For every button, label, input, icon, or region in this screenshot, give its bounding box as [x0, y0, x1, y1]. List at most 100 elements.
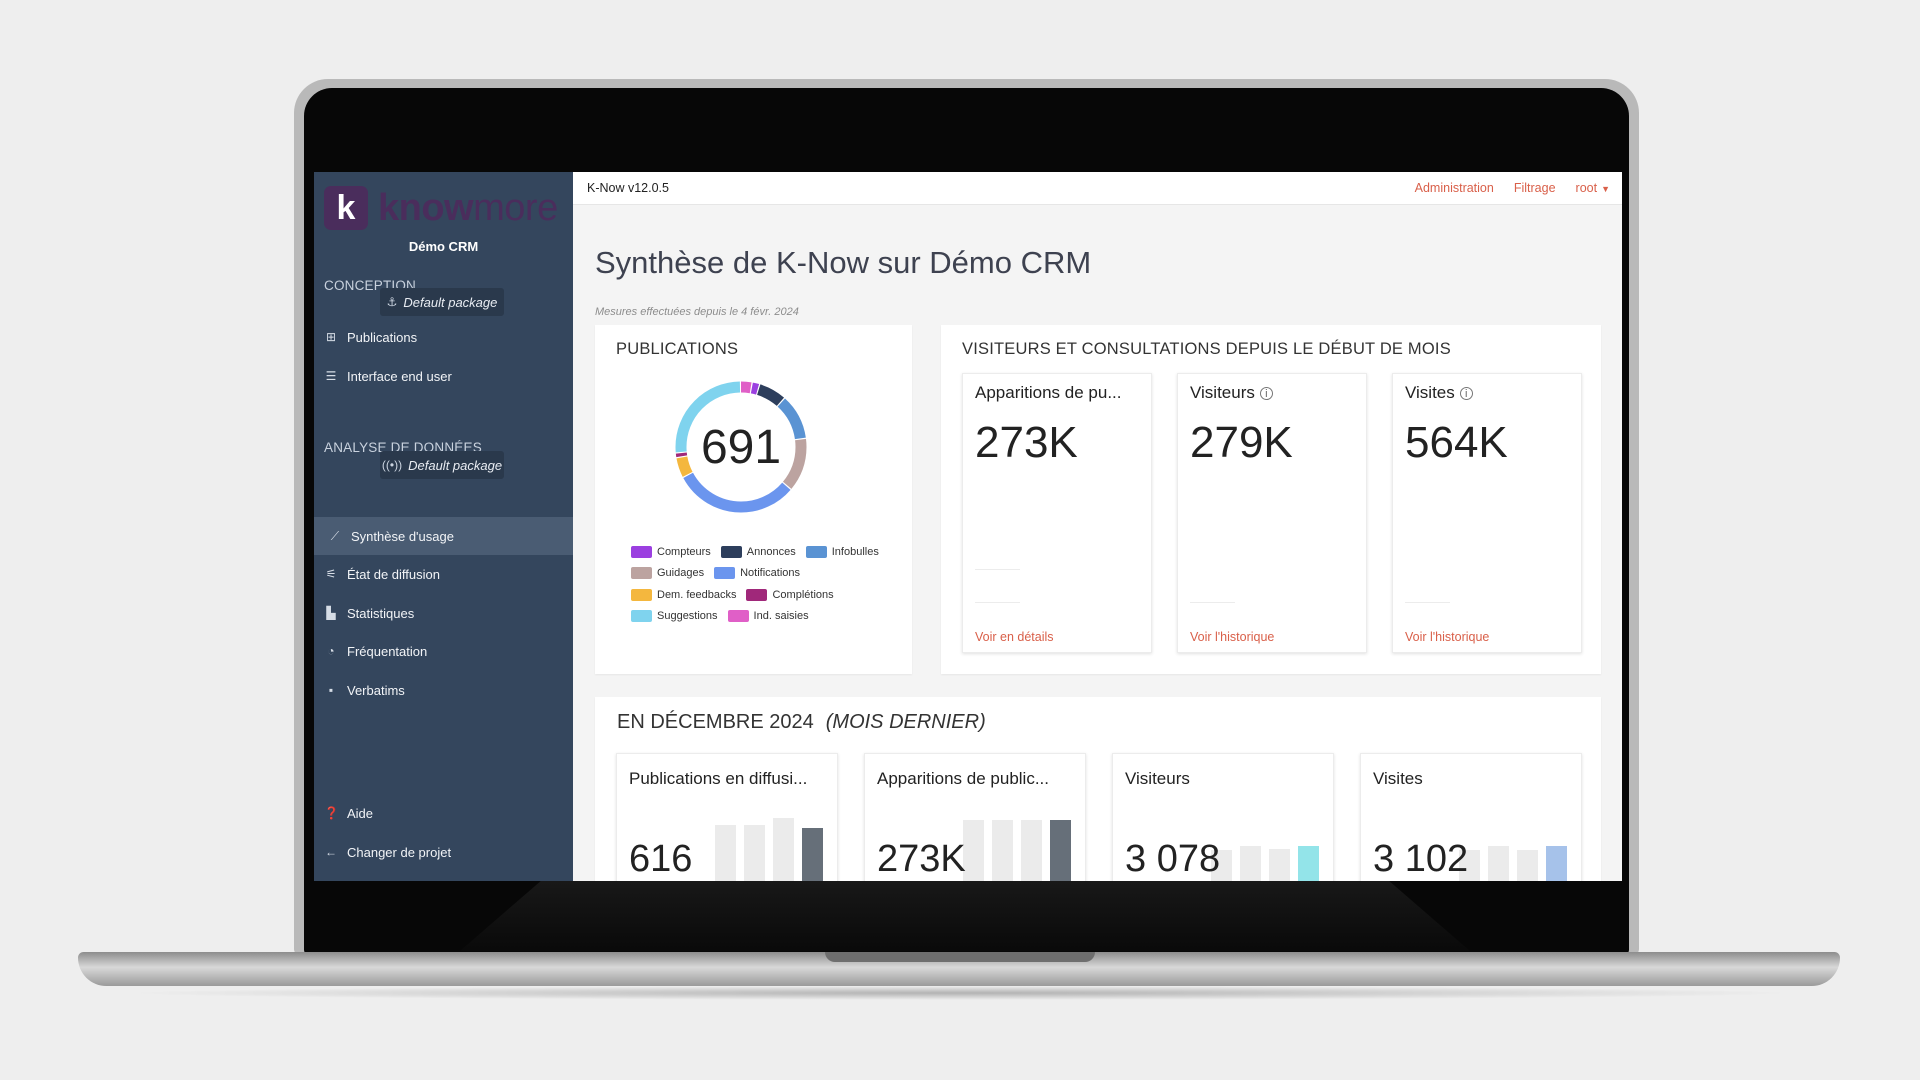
kpi-sparkline	[1190, 602, 1235, 603]
legend-swatch	[631, 545, 652, 558]
visitors-title: VISITEURS ET CONSULTATIONS DEPUIS LE DÉB…	[962, 340, 1451, 358]
sidebar-item-frequentation[interactable]: ◔ Fréquentation	[314, 632, 573, 670]
package-icon: ⚓	[386, 295, 398, 309]
voir-details-link[interactable]: Voir en détails	[975, 630, 1054, 644]
month-bar	[744, 825, 765, 881]
month-card: Publications en diffusi... 616	[616, 753, 838, 881]
legend-item[interactable]: Annonces	[720, 545, 796, 558]
kpi-title-text: Visites	[1405, 383, 1455, 402]
kpi-value: 564K	[1405, 418, 1508, 467]
logo-letter: k	[336, 188, 356, 227]
kpi-value: 273K	[975, 418, 1078, 467]
legend-swatch	[631, 567, 652, 580]
kpi-title: Visites i	[1405, 383, 1473, 403]
legend-item[interactable]: Compteurs	[631, 545, 711, 558]
month-title-text: EN DÉCEMBRE 2024	[617, 711, 814, 733]
month-card: Apparitions de public... 273K	[864, 753, 1086, 881]
legend-item[interactable]: Guidages	[631, 567, 704, 580]
sidebar-item-label: Publications	[347, 329, 418, 345]
legend-swatch	[631, 610, 652, 623]
month-bar	[802, 827, 823, 881]
top-nav: Administration Filtrage root ▼	[1415, 181, 1610, 195]
kpi-card-visites: Visites i 564K Voir l'historique	[1392, 373, 1582, 653]
month-card-value: 3 078	[1125, 838, 1221, 880]
month-panel: EN DÉCEMBRE 2024 (MOIS DERNIER) Publicati…	[595, 697, 1601, 881]
sidebar-item-interface-end-user[interactable]: ☰ Interface end user	[314, 357, 573, 395]
broadcast-icon: ((•))	[381, 458, 403, 472]
legend-item[interactable]: Suggestions	[631, 610, 718, 623]
month-card-title: Publications en diffusi...	[629, 769, 808, 788]
conception-package-selector[interactable]: ⚓ Default package	[380, 288, 504, 316]
conception-package-label: Default package	[403, 294, 498, 310]
screen: k knowmore Démo CRM CONCEPTION ⚓ Default…	[314, 172, 1622, 881]
month-bar	[1459, 850, 1480, 881]
project-name: Démo CRM	[408, 239, 479, 254]
administration-link[interactable]: Administration	[1414, 181, 1494, 195]
legend-label: Infobulles	[831, 545, 879, 558]
donut-slice-ind-saisies[interactable]	[675, 381, 807, 513]
sidebar-item-synthese-usage[interactable]: ⟋ Synthèse d'usage	[314, 517, 573, 555]
sidebar-item-verbatims[interactable]: ▪ Verbatims	[314, 671, 573, 709]
publications-legend: Compteurs Annonces Infobulles Guidages Notif…	[631, 541, 879, 627]
legend-item[interactable]: Infobulles	[805, 545, 879, 558]
legend-swatch	[805, 545, 827, 558]
month-card-bars	[1459, 814, 1569, 881]
voir-historique-link[interactable]: Voir l'historique	[1405, 630, 1490, 644]
publications-panel: PUBLICATIONS 691 Compteurs Annonces Infobu…	[595, 325, 912, 674]
legend-row: Dem. feedbacks Complétions	[631, 584, 861, 606]
legend-item[interactable]: Complétions	[746, 588, 834, 601]
legend-label: Complétions	[772, 588, 834, 601]
user-menu[interactable]: root ▼	[1576, 181, 1610, 195]
legend-label: Suggestions	[657, 610, 718, 623]
legend-label: Dem. feedbacks	[657, 588, 737, 601]
month-card: Visites 3 102	[1360, 753, 1582, 881]
month-card-bars	[715, 814, 825, 881]
chart-line-icon: ⟋	[330, 528, 340, 543]
donut-chart	[675, 381, 807, 513]
kpi-sparkline	[1405, 602, 1450, 603]
sidebar-item-publications[interactable]: ⊞ Publications	[314, 318, 573, 356]
info-icon[interactable]: i	[1259, 387, 1273, 401]
bar-chart-icon: ▙	[326, 606, 336, 620]
kpi-card-visiteurs: Visiteurs i 279K Voir l'historique	[1177, 373, 1367, 653]
publications-donut: 691	[671, 377, 811, 517]
sidebar-item-label: Synthèse d'usage	[351, 528, 454, 544]
month-card-title: Visites	[1373, 769, 1423, 788]
month-bar	[1021, 820, 1042, 881]
legend-swatch	[631, 588, 652, 601]
month-bar	[1488, 846, 1509, 881]
legend-item[interactable]: Dem. feedbacks	[631, 588, 737, 601]
voir-historique-link[interactable]: Voir l'historique	[1190, 630, 1275, 644]
kpi-title: Visiteurs i	[1190, 383, 1273, 403]
laptop-notch	[825, 952, 1095, 962]
month-card: Visiteurs 3 078	[1112, 753, 1334, 881]
legend-label: Compteurs	[657, 545, 711, 558]
grid-icon: ⊞	[325, 330, 337, 344]
analysis-package-selector[interactable]: ((•)) Default package	[380, 451, 504, 479]
sidebar-item-aide[interactable]: ❓ Aide	[314, 794, 573, 832]
caret-down-icon: ▼	[1601, 184, 1610, 194]
laptop-shadow	[120, 986, 1800, 1000]
logo-more: more	[473, 186, 558, 229]
sidebar-item-etat-diffusion[interactable]: ⚟ État de diffusion	[314, 555, 573, 593]
donut-slice-notifications[interactable]	[675, 381, 807, 513]
kpi-title: Apparitions de pu...	[975, 383, 1122, 402]
month-card-title: Visiteurs	[1125, 769, 1190, 788]
legend-item[interactable]: Ind. saisies	[727, 610, 809, 623]
month-card-title: Apparitions de public...	[877, 769, 1049, 788]
month-bar	[1240, 846, 1261, 881]
filtrage-link[interactable]: Filtrage	[1513, 181, 1556, 195]
sidebar-item-statistiques[interactable]: ▙ Statistiques	[314, 594, 573, 632]
analysis-package-label: Default package	[408, 457, 503, 473]
legend-item[interactable]: Notifications	[714, 567, 800, 580]
comment-icon: ▪	[328, 683, 334, 697]
broadcast-icon: ⚟	[325, 567, 337, 581]
sidebar-item-changer-projet[interactable]: ← Changer de projet	[314, 833, 573, 871]
info-icon[interactable]: i	[1459, 387, 1473, 401]
month-bar	[963, 820, 984, 881]
donut-slice-guidages[interactable]	[675, 381, 807, 513]
app-version: K-Now v12.0.5	[587, 181, 669, 195]
knowmore-logo[interactable]: k knowmore	[324, 186, 558, 230]
month-card-value: 3 102	[1373, 838, 1469, 880]
donut-slice-suggestions[interactable]	[675, 381, 807, 513]
